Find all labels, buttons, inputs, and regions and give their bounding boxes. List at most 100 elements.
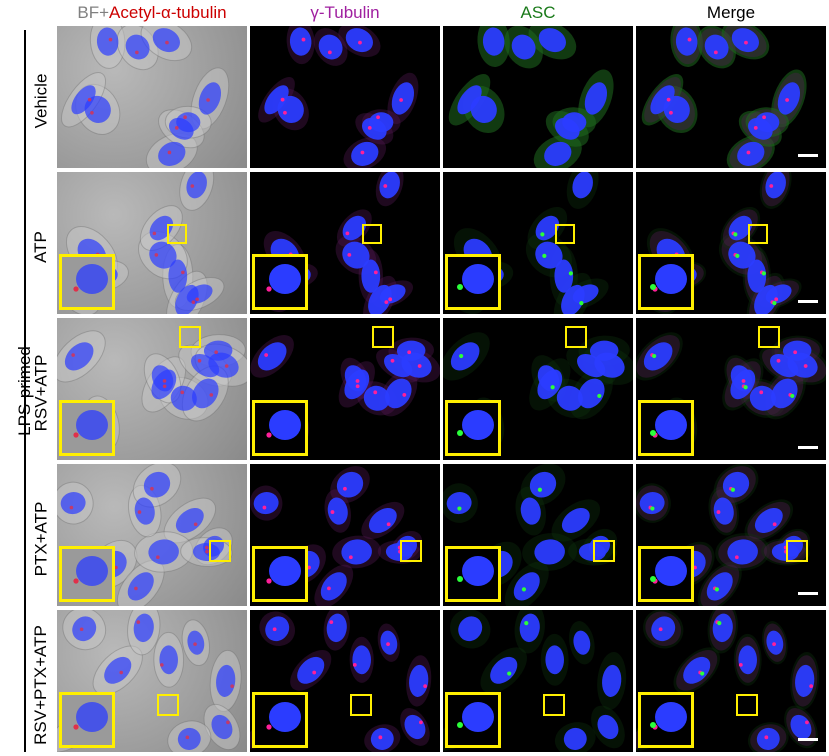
inset-micrograph [73, 556, 108, 586]
zoom-region-box [209, 540, 231, 562]
row-label-rsv-ptx-atp: RSV+PTX+ATP [26, 614, 56, 756]
panel-rsv-ptx-atp-gamma-tubulin [250, 610, 440, 752]
inset-micrograph [650, 410, 687, 440]
column-header-label: ASC [520, 3, 556, 22]
panel-ptx-atp-gamma-tubulin [250, 464, 440, 606]
panel-rsv-ptx-atp-bf-acetyl [57, 610, 247, 752]
inset-micrograph [650, 702, 687, 732]
zoom-region-box [362, 224, 382, 244]
row-label-text: Vehicle [31, 73, 51, 129]
inset-micrograph [73, 702, 108, 732]
inset-micrograph [457, 410, 494, 440]
zoom-inset [445, 546, 501, 602]
scale-bar [798, 300, 818, 303]
panel-vehicle-bf-acetyl [57, 26, 247, 168]
column-header-label: Acetyl-α-tubulin [109, 3, 227, 22]
row-label-text: RSV+ATP [31, 354, 50, 432]
micrograph [448, 26, 614, 168]
zoom-region-box [350, 694, 372, 716]
column-header-gamma-tubulin: γ-Tubulin [250, 2, 440, 24]
panel-atp-bf-acetyl [57, 172, 247, 314]
column-header-bf-acetyl: BF+Acetyl-α-tubulin [57, 2, 247, 24]
inset-micrograph [266, 702, 301, 732]
zoom-inset [252, 400, 308, 456]
scale-bar [798, 154, 818, 157]
zoom-region-box [748, 224, 768, 244]
zoom-inset [638, 546, 694, 602]
inset-micrograph [650, 556, 687, 586]
panel-rsv-atp-gamma-tubulin [250, 318, 440, 460]
inset-micrograph [650, 264, 687, 294]
image-grid [57, 26, 829, 754]
panel-rsv-atp-bf-acetyl [57, 318, 247, 460]
panel-vehicle-asc [443, 26, 633, 168]
row-label-text: RSV+PTX+ATP [31, 625, 50, 745]
micrograph [61, 26, 230, 168]
inset-micrograph [266, 556, 301, 586]
panel-vehicle-gamma-tubulin [250, 26, 440, 168]
zoom-region-box [400, 540, 422, 562]
zoom-inset [445, 254, 501, 310]
row-label-ptx-atp: PTX+ATP [26, 468, 56, 610]
panel-atp-asc [443, 172, 633, 314]
zoom-inset [59, 546, 115, 602]
inset-micrograph [73, 264, 108, 294]
row-label-vehicle: Vehicle [26, 30, 56, 172]
panel-vehicle-merge [636, 26, 826, 168]
scale-bar [798, 592, 818, 595]
micrograph [258, 26, 419, 168]
zoom-inset [59, 400, 115, 456]
zoom-region-box [179, 326, 201, 348]
micrograph [641, 26, 807, 168]
inset-micrograph [457, 702, 494, 732]
column-header-merge: Merge [636, 2, 826, 24]
column-header-label: Merge [706, 3, 756, 22]
inset-micrograph [266, 410, 301, 440]
panel-rsv-atp-asc [443, 318, 633, 460]
zoom-region-box [736, 694, 758, 716]
inset-micrograph [457, 556, 494, 586]
panel-ptx-atp-asc [443, 464, 633, 606]
scale-bar [798, 738, 818, 741]
zoom-region-box [167, 224, 187, 244]
zoom-inset [252, 692, 308, 748]
zoom-inset [252, 546, 308, 602]
zoom-region-box [157, 694, 179, 716]
micrograph [636, 610, 820, 752]
zoom-region-box [593, 540, 615, 562]
column-headers: BF+Acetyl-α-tubulin γ-Tubulin ASC Merge [57, 0, 829, 26]
inset-micrograph [73, 410, 108, 440]
panel-ptx-atp-merge [636, 464, 826, 606]
panel-rsv-ptx-atp-merge [636, 610, 826, 752]
panel-rsv-ptx-atp-asc [443, 610, 633, 752]
zoom-inset [59, 254, 115, 310]
zoom-inset [638, 400, 694, 456]
zoom-region-box [758, 326, 780, 348]
inset-micrograph [266, 264, 301, 294]
zoom-inset [59, 692, 115, 748]
column-header-prefix: BF+ [77, 3, 110, 22]
zoom-region-box [372, 326, 394, 348]
row-labels: LPS-primed Vehicle ATP RSV+ATP PTX+ATP RSV+P… [0, 30, 57, 754]
zoom-inset [638, 254, 694, 310]
zoom-inset [445, 692, 501, 748]
micrograph [57, 610, 242, 752]
micrograph [443, 464, 618, 606]
panel-atp-gamma-tubulin [250, 172, 440, 314]
row-label-atp: ATP [26, 176, 56, 318]
column-header-label: γ-Tubulin [310, 3, 380, 22]
row-label-rsv-atp: RSV+ATP [26, 322, 56, 464]
inset-micrograph [457, 264, 494, 294]
group-bracket-line [24, 30, 26, 752]
zoom-inset [638, 692, 694, 748]
zoom-region-box [565, 326, 587, 348]
panel-atp-merge [636, 172, 826, 314]
zoom-region-box [555, 224, 575, 244]
zoom-region-box [543, 694, 565, 716]
column-header-asc: ASC [443, 2, 633, 24]
row-label-text: ATP [31, 231, 50, 263]
panel-ptx-atp-bf-acetyl [57, 464, 247, 606]
zoom-region-box [786, 540, 808, 562]
micrograph [250, 466, 423, 606]
micrograph [57, 330, 247, 451]
